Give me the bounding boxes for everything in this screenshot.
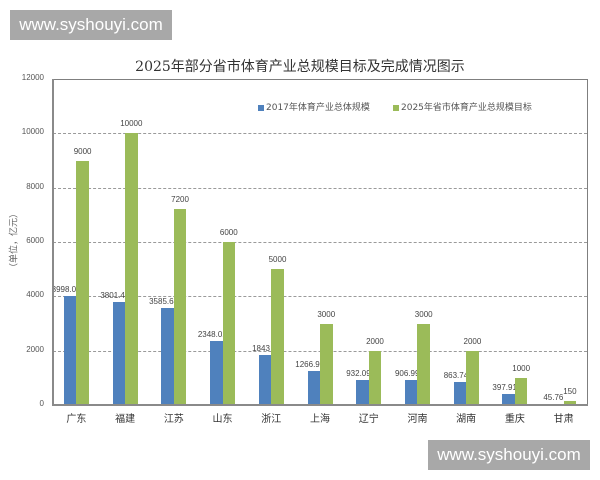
bar-2025 bbox=[417, 323, 430, 405]
bar-2025 bbox=[125, 133, 138, 405]
bar-2017 bbox=[112, 301, 126, 405]
x-tick-label: 甘肃 bbox=[553, 414, 574, 425]
data-label: 10000 bbox=[120, 119, 143, 129]
gridline bbox=[53, 133, 587, 135]
x-tick-label: 福建 bbox=[115, 414, 136, 425]
x-tick-label: 山东 bbox=[212, 414, 233, 425]
bar-2025 bbox=[514, 377, 528, 405]
x-tick-label: 广东 bbox=[66, 414, 87, 425]
gridline bbox=[53, 242, 587, 243]
data-label: 7200 bbox=[171, 195, 189, 205]
legend-label: 2025年省市体育产业总规模目标 bbox=[401, 103, 532, 113]
bar-2025 bbox=[173, 209, 187, 405]
bar-2017 bbox=[307, 370, 320, 405]
data-label: 45.76 bbox=[543, 392, 564, 402]
x-tick-label: 上海 bbox=[310, 414, 330, 425]
data-label: 3801.41 bbox=[100, 290, 130, 300]
bar-2025 bbox=[320, 323, 333, 405]
data-label: 6000 bbox=[219, 228, 238, 237]
bar-2017 bbox=[502, 394, 515, 405]
watermark-bottom: www.syshouyi.com bbox=[428, 440, 590, 470]
watermark-top: www.syshouyi.com bbox=[10, 10, 172, 40]
legend-item-2017: 2017年体育产业总体规模 bbox=[258, 100, 370, 113]
data-label: 1000 bbox=[512, 363, 531, 373]
bar-2025 bbox=[222, 242, 236, 405]
bar-2017 bbox=[63, 296, 77, 405]
data-label: 1843 bbox=[252, 343, 270, 353]
chart-title: 2025年部分省市体育产业总规模目标及完成情况图示 bbox=[135, 59, 465, 75]
bar-2025 bbox=[271, 269, 284, 405]
y-tick-label: 6000 bbox=[26, 236, 44, 245]
data-label: 150 bbox=[563, 386, 577, 396]
bar-2025 bbox=[368, 350, 382, 405]
y-tick-label: 10000 bbox=[21, 127, 44, 137]
data-label: 3585.64 bbox=[149, 296, 179, 306]
y-tick-label: 2000 bbox=[26, 344, 44, 354]
legend-swatch-blue-icon bbox=[258, 104, 264, 111]
y-axis-line bbox=[52, 79, 54, 406]
x-tick-label: 江苏 bbox=[163, 414, 184, 425]
y-tick-label: 0 bbox=[39, 399, 44, 408]
y-tick-label: 4000 bbox=[26, 290, 44, 300]
bar-2017 bbox=[210, 341, 223, 405]
bar-2025 bbox=[466, 350, 479, 405]
data-label: 3000 bbox=[414, 309, 433, 319]
data-label: 397.91 bbox=[492, 383, 517, 393]
data-label: 3000 bbox=[317, 309, 336, 319]
gridline bbox=[53, 296, 587, 298]
y-tick-label: 8000 bbox=[26, 181, 44, 191]
data-label: 863.74 bbox=[443, 370, 469, 380]
bar-2017 bbox=[258, 354, 272, 405]
x-tick-label: 重庆 bbox=[504, 414, 525, 425]
data-label: 2000 bbox=[366, 336, 384, 346]
bar-2017 bbox=[356, 379, 369, 405]
gridline bbox=[53, 187, 587, 189]
legend-item-2025: 2025年省市体育产业总规模目标 bbox=[393, 100, 532, 113]
data-label: 2000 bbox=[463, 336, 482, 346]
x-tick-label: 湖南 bbox=[456, 414, 477, 425]
bar-2025 bbox=[76, 160, 89, 405]
data-label: 1266.93 bbox=[295, 359, 325, 369]
bar-2017 bbox=[161, 307, 174, 405]
y-axis-label: （单位，亿元） bbox=[9, 209, 20, 273]
bar-2025 bbox=[563, 400, 577, 405]
bar-2017 bbox=[453, 381, 467, 405]
data-label: 932.09 bbox=[346, 368, 371, 378]
x-tick-label: 辽宁 bbox=[358, 414, 379, 425]
data-label: 3998.03 bbox=[51, 285, 81, 295]
y-tick-label: 12000 bbox=[21, 73, 44, 82]
data-label: 5000 bbox=[268, 255, 287, 265]
data-label: 2348.01 bbox=[197, 330, 227, 340]
data-label: 9000 bbox=[73, 146, 92, 156]
x-axis-line bbox=[52, 404, 588, 406]
data-label: 906.99 bbox=[394, 369, 420, 379]
legend-label: 2017年体育产业总体规模 bbox=[266, 103, 370, 113]
x-tick-label: 浙江 bbox=[261, 414, 282, 425]
x-tick-label: 河南 bbox=[407, 414, 428, 425]
bar-2017 bbox=[404, 380, 418, 405]
legend-swatch-green-icon bbox=[393, 104, 399, 111]
